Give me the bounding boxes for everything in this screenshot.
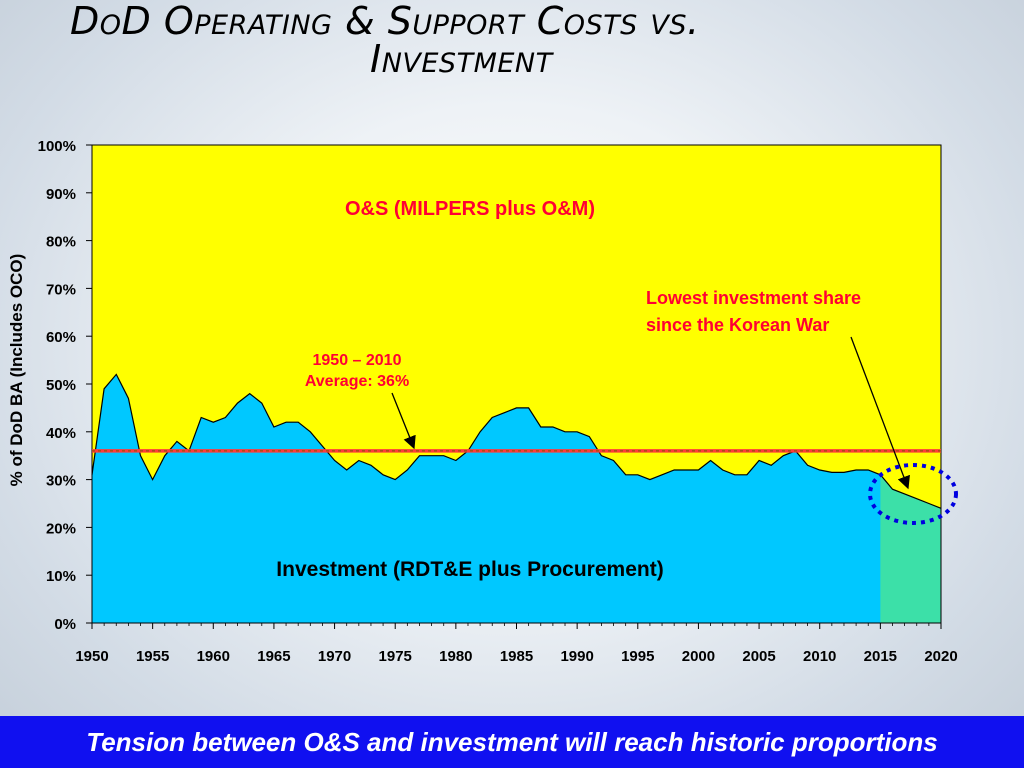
- y-tick-label: 70%: [46, 281, 76, 298]
- x-tick-label: 1965: [257, 648, 290, 665]
- investment-area: [92, 374, 941, 623]
- x-tick-label: 1950: [75, 648, 108, 665]
- x-tick-label: 1955: [136, 648, 169, 665]
- projection-area: [880, 474, 941, 623]
- x-tick-label: 2015: [864, 648, 897, 665]
- y-tick-label: 100%: [38, 138, 76, 155]
- os-label: O&S (MILPERS plus O&M): [345, 198, 595, 220]
- title-line-2: Investment: [370, 37, 553, 81]
- x-tick-label: 2005: [742, 648, 775, 665]
- slide-title: DoD Operating & Support Costs vs. Invest…: [70, 2, 970, 78]
- y-tick-label: 90%: [46, 186, 76, 203]
- investment-label: Investment (RDT&E plus Procurement): [276, 558, 663, 581]
- y-tick-label: 40%: [46, 425, 76, 442]
- x-tick-label: 1985: [500, 648, 533, 665]
- y-tick-label: 80%: [46, 234, 76, 251]
- footer-banner: Tension between O&S and investment will …: [0, 716, 1024, 768]
- x-tick-label: 2010: [803, 648, 836, 665]
- chart: 0% 10% 20% 30% 40% 50% 60% 70% 80% 90% 100% 1950 195…: [7, 138, 958, 665]
- x-tick-label: 2000: [682, 648, 715, 665]
- y-axis-label: % of DoD BA (Includes OCO): [7, 254, 26, 487]
- investment-line: [91, 373, 942, 509]
- average-arrow: [391, 392, 416, 450]
- footer-text: Tension between O&S and investment will …: [86, 727, 938, 757]
- lowest-arrow: [850, 336, 910, 490]
- y-tick-label: 0%: [54, 616, 76, 633]
- x-tick-label: 1980: [439, 648, 472, 665]
- x-tick-label: 1960: [197, 648, 230, 665]
- y-tick-label: 20%: [46, 520, 76, 537]
- y-tick-label: 30%: [46, 473, 76, 490]
- x-tick-label: 1990: [560, 648, 593, 665]
- highlight-ellipse: [868, 463, 958, 525]
- x-tick-label: 1975: [379, 648, 412, 665]
- average-label-line1: 1950 – 2010: [313, 352, 402, 369]
- title-line-1: DoD Operating & Support Costs vs.: [70, 0, 700, 43]
- y-tick-label: 60%: [46, 329, 76, 346]
- lowest-label-line2: since the Korean War: [646, 315, 829, 335]
- y-tick-label: 50%: [46, 377, 76, 394]
- lowest-label-line1: Lowest investment share: [646, 288, 861, 308]
- x-tick-label: 1970: [318, 648, 351, 665]
- average-label-line2: Average: 36%: [305, 373, 409, 390]
- x-tick-label: 1995: [621, 648, 654, 665]
- y-tick-label: 10%: [46, 568, 76, 585]
- x-tick-label: 2020: [924, 648, 957, 665]
